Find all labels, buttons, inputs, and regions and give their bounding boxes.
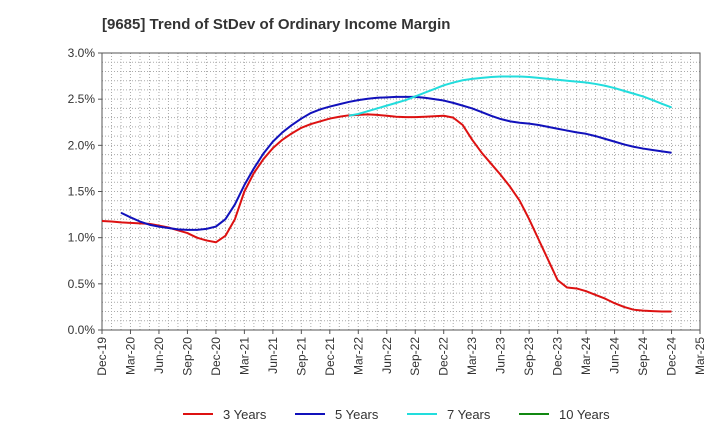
x-tick-label: Mar-24 — [579, 337, 593, 375]
x-tick-label: Dec-21 — [323, 337, 337, 376]
axis-layer: 0.0% 0.5% 1.0% 1.5% 2.0% 2.5% 3.0% Dec-19 Mar-20… — [68, 46, 707, 376]
y-tick-label: 2.5% — [68, 92, 96, 106]
y-tick-label: 1.0% — [68, 231, 96, 245]
x-tick-label: Sep-23 — [522, 337, 536, 376]
x-tick-label: Jun-24 — [608, 337, 622, 374]
plot-area — [102, 53, 700, 330]
legend-label: 3 Years — [223, 407, 267, 422]
y-tick-label: 2.0% — [68, 138, 96, 152]
x-tick-label: Jun-22 — [380, 337, 394, 374]
series-line-7-years — [348, 75, 672, 117]
x-tick-label: Sep-21 — [294, 337, 308, 376]
legend-label: 7 Years — [447, 407, 491, 422]
y-tick-label: 0.5% — [68, 277, 96, 291]
grid-layer — [102, 53, 700, 330]
x-tick-label: Sep-22 — [408, 337, 422, 376]
series-line-5-years — [120, 95, 672, 231]
x-tick-label: Dec-20 — [209, 337, 223, 376]
x-tick-label: Jun-23 — [494, 337, 508, 374]
x-tick-label: Dec-19 — [95, 337, 109, 376]
x-tick-label: Dec-24 — [665, 337, 679, 376]
x-tick-label: Jun-20 — [152, 337, 166, 374]
chart-title: [9685] Trend of StDev of Ordinary Income… — [102, 16, 451, 33]
legend-label: 5 Years — [335, 407, 379, 422]
x-tick-label: Jun-21 — [266, 337, 280, 374]
x-tick-label: Sep-20 — [180, 337, 194, 376]
y-tick-label: 0.0% — [68, 323, 96, 337]
x-tick-label: Dec-23 — [551, 337, 565, 376]
y-tick-label: 1.5% — [68, 185, 96, 199]
x-tick-label: Mar-23 — [465, 337, 479, 375]
x-tick-label: Mar-20 — [123, 337, 137, 375]
legend: 3 Years 5 Years 7 Years 10 Years — [183, 407, 610, 422]
x-tick-label: Sep-24 — [636, 337, 650, 376]
series-layer — [101, 75, 672, 313]
series-line-3-years — [101, 113, 672, 313]
x-tick-label: Mar-25 — [693, 337, 707, 375]
legend-label: 10 Years — [559, 407, 610, 422]
y-tick-label: 3.0% — [68, 46, 96, 60]
x-tick-label: Mar-22 — [351, 337, 365, 375]
x-tick-label: Dec-22 — [437, 337, 451, 376]
x-tick-label: Mar-21 — [237, 337, 251, 375]
